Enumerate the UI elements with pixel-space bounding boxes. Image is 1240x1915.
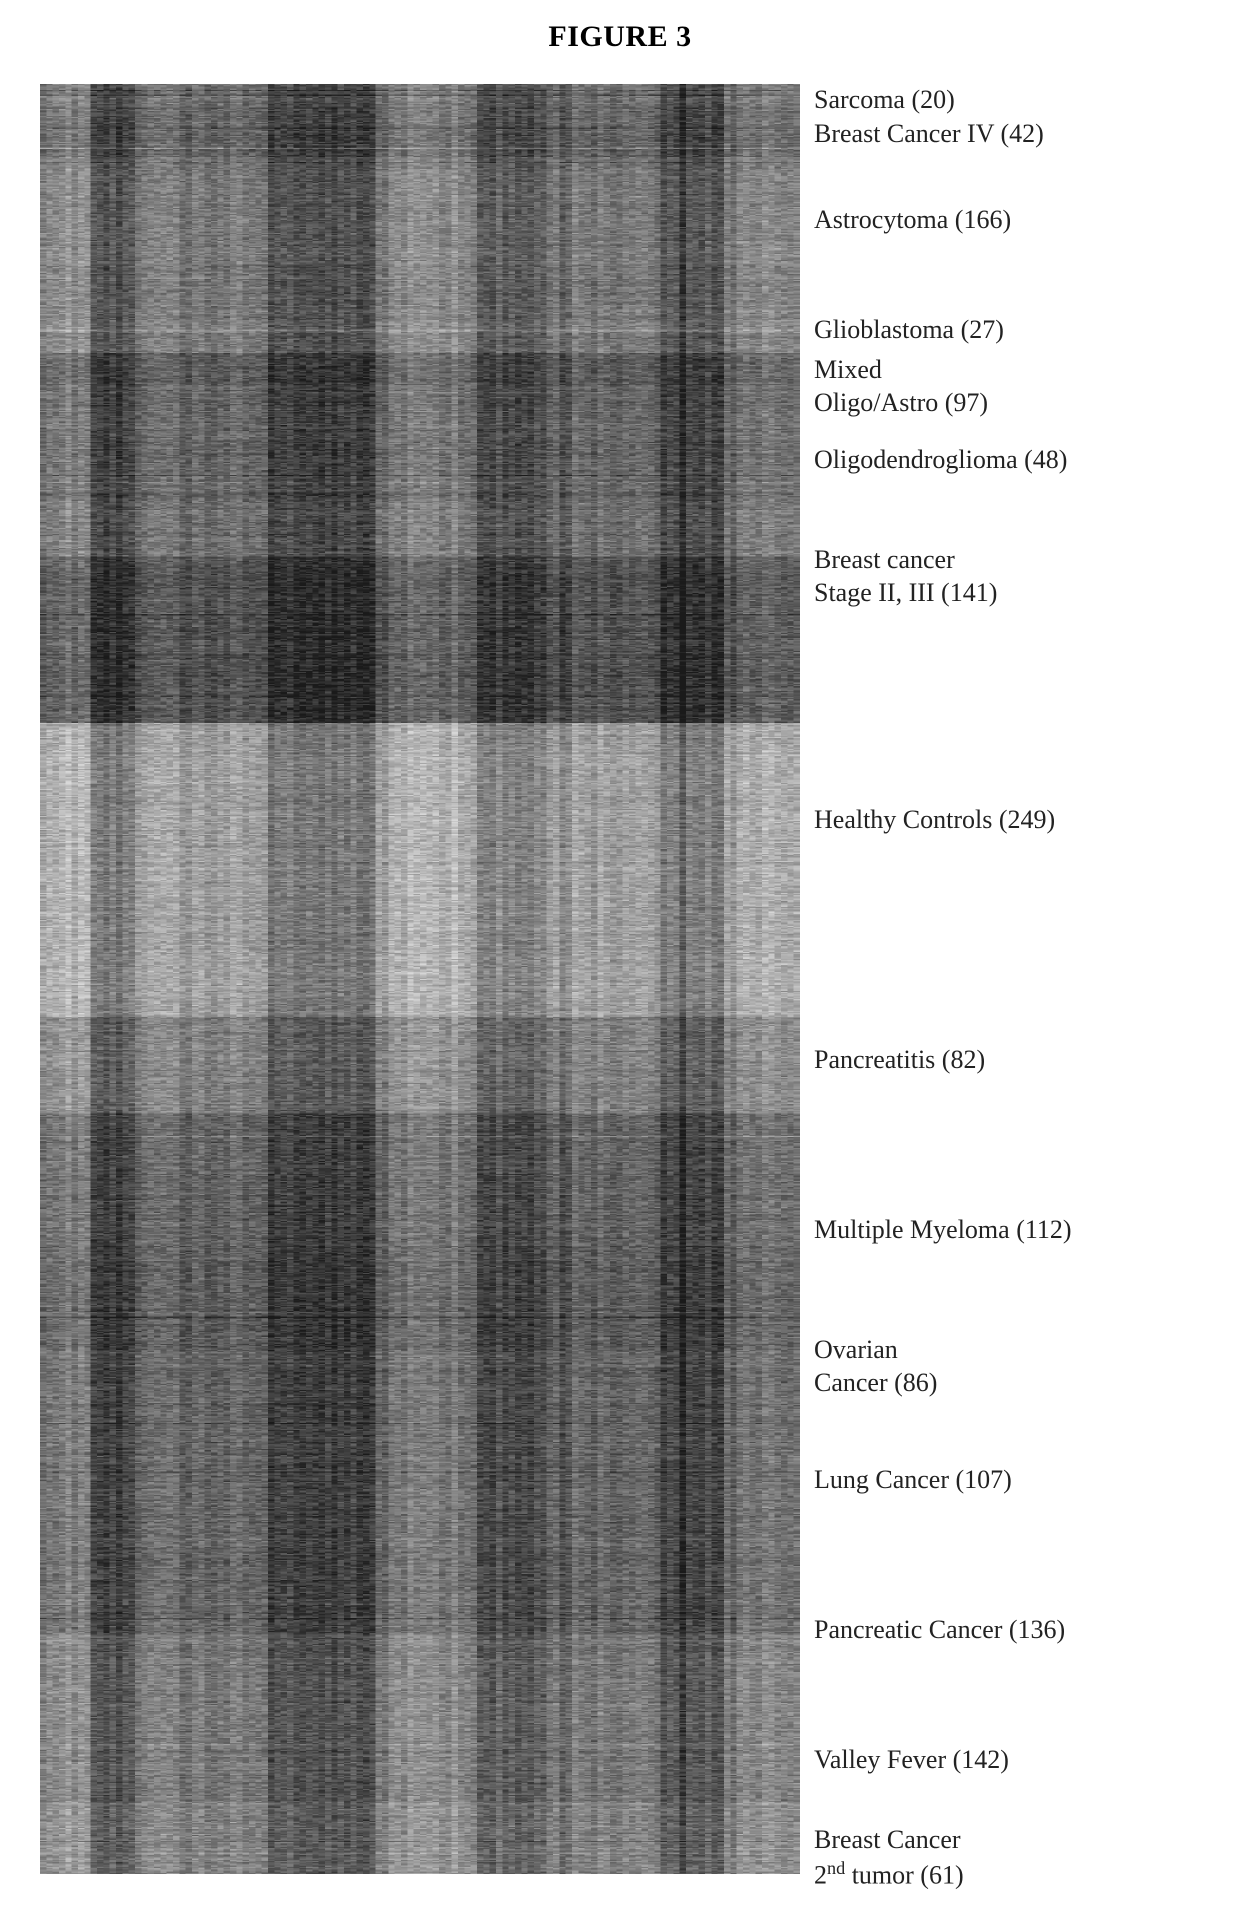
row-label-breast-2nd-tumor: Breast Cancer 2nd tumor (61) bbox=[814, 1824, 964, 1892]
row-label-astrocytoma: Astrocytoma (166) bbox=[814, 204, 1011, 237]
row-label-multiple-myeloma: Multiple Myeloma (112) bbox=[814, 1214, 1072, 1247]
row-label-lung-cancer: Lung Cancer (107) bbox=[814, 1464, 1012, 1497]
row-label-post: tumor (61) bbox=[845, 1860, 963, 1889]
row-label-breast-iv: Breast Cancer IV (42) bbox=[814, 118, 1044, 151]
row-label-healthy-controls: Healthy Controls (249) bbox=[814, 804, 1055, 837]
row-label-sarcoma: Sarcoma (20) bbox=[814, 84, 955, 117]
row-label-mixed-oligo-astro: Mixed Oligo/Astro (97) bbox=[814, 354, 988, 419]
row-label-glioblastoma: Glioblastoma (27) bbox=[814, 314, 1004, 347]
heatmap-wrapper bbox=[40, 84, 800, 1874]
figure-title: FIGURE 3 bbox=[20, 20, 1220, 54]
row-label-valley-fever: Valley Fever (142) bbox=[814, 1744, 1009, 1777]
row-label-pancreatic-cancer: Pancreatic Cancer (136) bbox=[814, 1614, 1065, 1647]
heatmap-canvas bbox=[40, 84, 800, 1874]
row-label-breast-ii-iii: Breast cancer Stage II, III (141) bbox=[814, 544, 997, 609]
labels-column: Sarcoma (20)Breast Cancer IV (42) Astrocy… bbox=[800, 84, 1200, 1874]
row-label-oligodendroglioma: Oligodendroglioma (48) bbox=[814, 444, 1067, 477]
row-label-sup: nd bbox=[827, 1858, 845, 1878]
figure-container: Sarcoma (20)Breast Cancer IV (42) Astrocy… bbox=[20, 84, 1220, 1874]
row-label-pancreatitis: Pancreatitis (82) bbox=[814, 1044, 985, 1077]
row-label-ovarian-cancer: Ovarian Cancer (86) bbox=[814, 1334, 937, 1399]
